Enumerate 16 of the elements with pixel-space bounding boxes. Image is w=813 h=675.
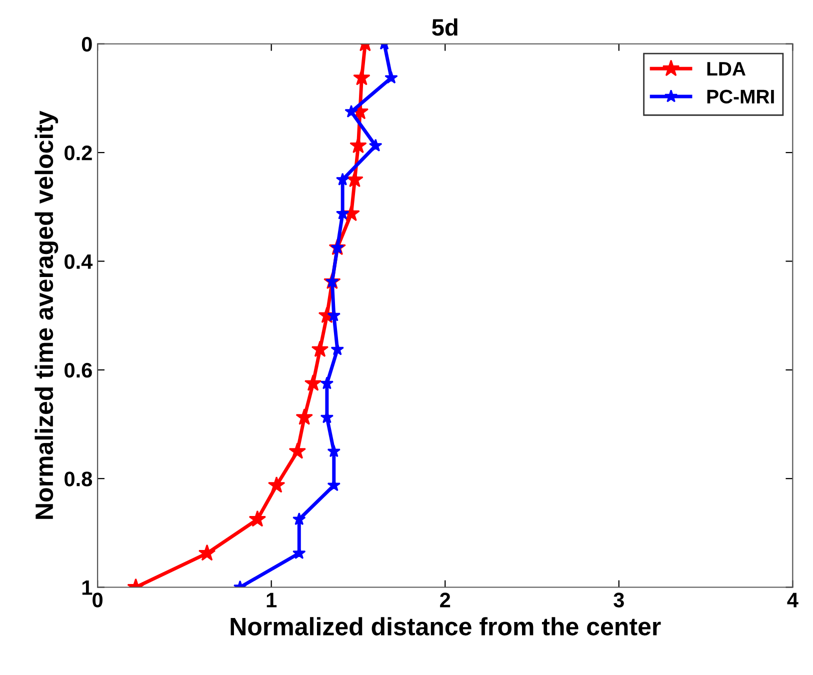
y-tick-label: 0 — [82, 36, 92, 52]
x-tick-label: 3 — [614, 592, 624, 608]
legend-label: PC-MRI — [707, 90, 774, 104]
legend-label: LDA — [707, 62, 746, 76]
y-tick-label: 0.4 — [64, 254, 93, 269]
y-tick-label: 0.2 — [64, 146, 92, 160]
y-tick-label: 0.6 — [64, 362, 92, 378]
y-tick-label: 1 — [82, 580, 92, 595]
x-tick-label: 1 — [266, 592, 277, 608]
x-tick-label: 2 — [440, 592, 450, 608]
x-axis-title: Normalized distance from the center — [230, 617, 661, 636]
y-axis-title: Normalized time averaged velocity — [34, 110, 58, 519]
x-tick-label: 0 — [92, 592, 102, 608]
y-tick-label: 0.8 — [64, 472, 92, 486]
x-tick-label: 4 — [787, 592, 798, 608]
chart-title: 5d — [432, 18, 458, 36]
